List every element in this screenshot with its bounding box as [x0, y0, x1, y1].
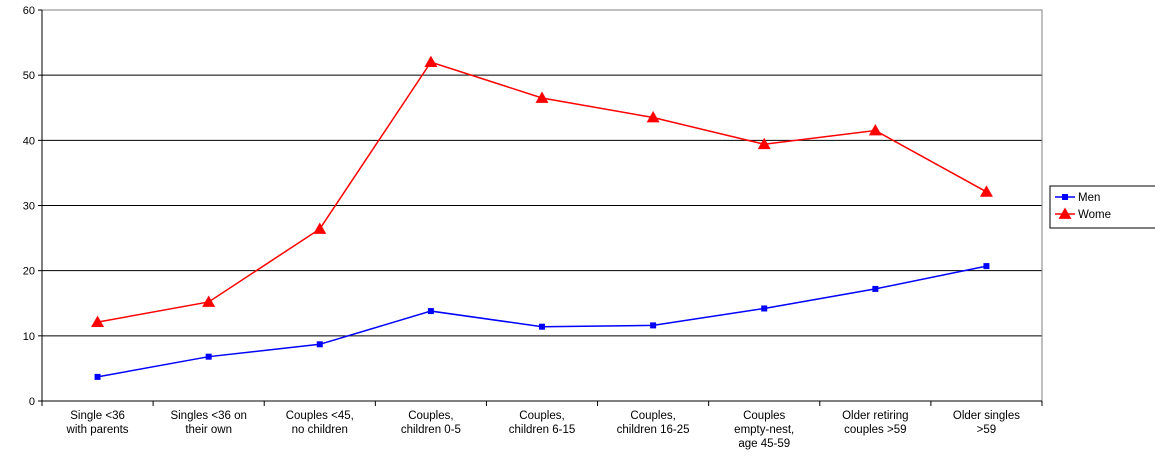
x-tick-label: Couples empty-nest, age 45-59 — [734, 410, 794, 450]
y-tick-label: 30 — [23, 201, 35, 213]
data-point — [535, 91, 549, 103]
x-tick-label-line: Older singles — [953, 410, 1020, 422]
series-line — [97, 265, 987, 378]
x-tick-label-line: Couples, — [630, 410, 675, 422]
x-tick-label-line: children 6-15 — [509, 424, 575, 436]
x-tick-label-line: Single <36 — [70, 410, 125, 422]
data-point — [205, 353, 212, 360]
x-tick-label-line: age 45-59 — [738, 438, 790, 450]
x-tick-label-line: empty-nest, — [734, 424, 794, 436]
data-point — [761, 305, 768, 312]
x-tick-label-line: with parents — [66, 424, 129, 436]
series-lines — [91, 55, 993, 380]
x-tick-label-line: their own — [185, 424, 232, 436]
y-tick-label: 10 — [23, 331, 35, 343]
y-tick-label: 20 — [23, 266, 35, 278]
x-tick-label-line: Singles <36 on — [170, 410, 246, 422]
data-point — [650, 322, 657, 329]
legend-label: Men — [1078, 192, 1100, 204]
y-tick-label: 50 — [23, 70, 35, 82]
x-tick-label-line: children 0-5 — [401, 424, 461, 436]
gridlines — [42, 9, 1042, 337]
x-tick-label-line: children 16-25 — [617, 424, 690, 436]
data-point — [983, 263, 990, 270]
x-tick-label-line: Couples, — [408, 410, 453, 422]
x-tick-label: Couples <45, no children — [286, 410, 354, 436]
data-point — [316, 341, 323, 348]
data-point — [979, 185, 993, 197]
data-point — [757, 137, 771, 150]
y-tick-label: 0 — [29, 396, 35, 408]
legend-label: Wome — [1078, 209, 1111, 221]
data-point — [202, 295, 216, 307]
x-tick-label-line: Older retiring — [842, 410, 908, 422]
series-wome — [91, 55, 993, 328]
x-tick-label: Singles <36 on their own — [170, 410, 246, 436]
data-point — [94, 373, 101, 380]
x-tick-label-line: Couples <45, — [286, 410, 354, 422]
x-tick-label: Older singles >59 — [953, 410, 1020, 436]
x-tick-label-line: Couples — [743, 410, 785, 422]
x-tick-label-line: no children — [292, 424, 348, 436]
legend-marker — [1058, 207, 1072, 219]
x-tick-label: Couples, children 0-5 — [401, 410, 461, 436]
y-tick-label: 60 — [23, 5, 35, 17]
legend-box — [1049, 185, 1155, 229]
legend: Men Wome — [1049, 185, 1155, 229]
x-tick-label: Older retiring couples >59 — [842, 410, 908, 436]
data-point — [424, 55, 438, 68]
x-tick-label: Couples, children 6-15 — [509, 410, 575, 436]
legend-marker — [1062, 194, 1068, 200]
data-point — [427, 308, 434, 315]
x-tick-label-line: Couples, — [519, 410, 564, 422]
data-point — [872, 285, 879, 292]
x-tick-label-line: >59 — [977, 424, 997, 436]
x-tick-label-line: couples >59 — [844, 424, 906, 436]
data-point — [868, 124, 882, 136]
x-tick-label: Single <36 with parents — [66, 410, 129, 436]
data-point — [313, 222, 327, 234]
data-point — [91, 315, 105, 328]
x-tick-label: Couples, children 16-25 — [617, 410, 690, 436]
data-point — [539, 323, 545, 330]
y-tick-label: 40 — [23, 135, 35, 147]
series-men — [94, 263, 990, 380]
data-point — [646, 111, 660, 123]
